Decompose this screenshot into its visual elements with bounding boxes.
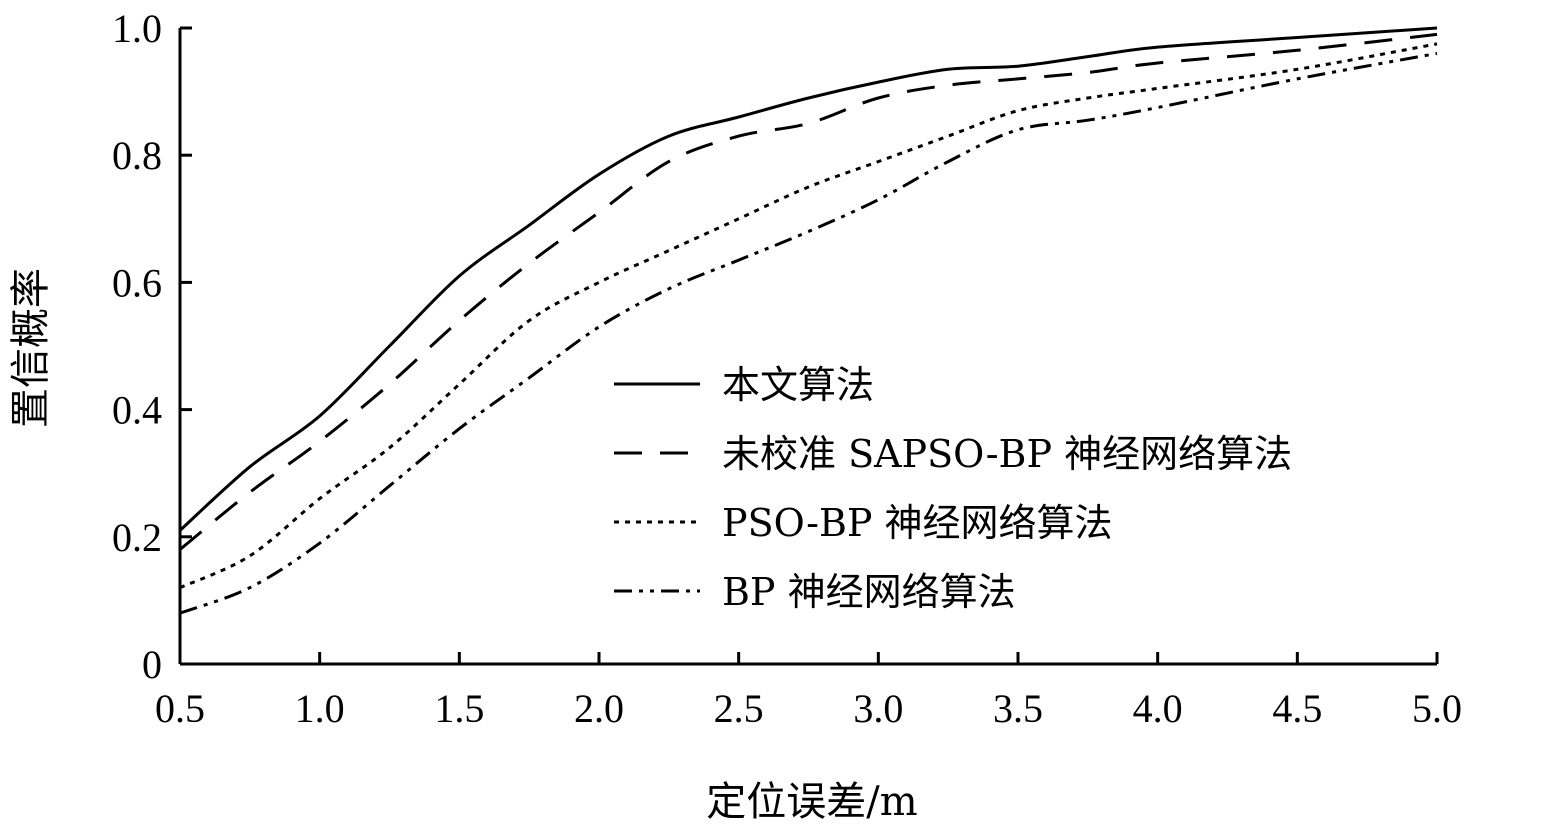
y-tick-label: 0.6 bbox=[112, 260, 162, 305]
x-tick-label: 0.5 bbox=[155, 686, 205, 731]
series-line-proposed bbox=[178, 26, 1438, 532]
x-tick-label: 3.5 bbox=[993, 686, 1043, 731]
y-tick-label: 0.4 bbox=[112, 388, 162, 433]
y-tick-label: 0 bbox=[142, 642, 162, 687]
legend-label: 本文算法 bbox=[722, 363, 874, 407]
y-tick-label: 0.2 bbox=[112, 515, 162, 560]
x-axis-label: 定位误差/m bbox=[706, 779, 917, 825]
legend-label: 未校准 SAPSO-BP 神经网络算法 bbox=[722, 432, 1292, 476]
y-axis-label: 置信概率 bbox=[8, 268, 54, 428]
series-layer bbox=[178, 26, 1438, 615]
series-line-pso-bp bbox=[179, 42, 1438, 590]
x-ticks: 0.5 1.0 1.5 2.0 2.5 3.0 3.5 4.0 4.5 5.0 bbox=[155, 652, 1462, 731]
legend-label: BP 神经网络算法 bbox=[722, 570, 1016, 614]
x-tick-label: 2.0 bbox=[574, 686, 624, 731]
x-tick-label: 4.0 bbox=[1133, 686, 1183, 731]
x-tick-label: 2.5 bbox=[714, 686, 764, 731]
series-line-uncalibrated-sapso-bp bbox=[179, 32, 1438, 551]
axes: 0.5 1.0 1.5 2.0 2.5 3.0 3.5 4.0 4.5 5.0 0 0.2 0.4 0.… bbox=[112, 6, 1462, 731]
x-tick-label: 1.5 bbox=[434, 686, 484, 731]
series-line-bp bbox=[179, 51, 1438, 615]
y-tick-label: 1.0 bbox=[112, 6, 162, 51]
y-ticks: 0 0.2 0.4 0.6 0.8 1.0 bbox=[112, 6, 192, 687]
x-tick-label: 3.0 bbox=[853, 686, 903, 731]
y-tick-label: 0.8 bbox=[112, 133, 162, 178]
x-tick-label: 4.5 bbox=[1272, 686, 1322, 731]
x-tick-label: 1.0 bbox=[295, 686, 345, 731]
legend-label: PSO-BP 神经网络算法 bbox=[722, 501, 1113, 545]
x-tick-label: 5.0 bbox=[1412, 686, 1462, 731]
